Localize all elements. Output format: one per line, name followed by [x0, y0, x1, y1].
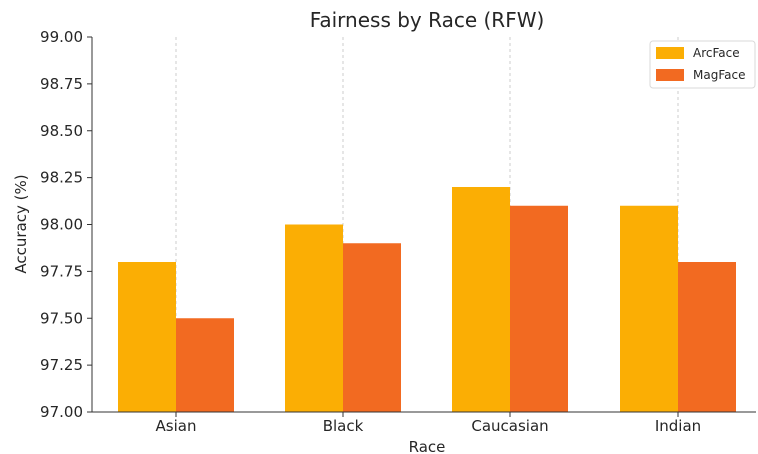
legend-label-magface: MagFace [693, 68, 745, 82]
x-tick-label: Asian [156, 417, 197, 435]
legend-label-arcface: ArcFace [693, 46, 740, 60]
y-tick-label: 98.25 [40, 169, 83, 187]
y-tick-label: 98.50 [40, 122, 83, 140]
x-tick-label: Caucasian [471, 417, 548, 435]
x-axis-label: Race [409, 438, 446, 454]
y-tick-label: 97.75 [40, 262, 83, 280]
legend-swatch-arcface [656, 47, 684, 59]
legend-swatch-magface [656, 69, 684, 81]
bar-arcface-black [285, 224, 343, 412]
legend: ArcFace MagFace [649, 40, 756, 89]
grid-lines [175, 37, 679, 412]
x-tick-label: Indian [655, 417, 701, 435]
x-ticks: Asian Black Caucasian Indian [156, 412, 701, 435]
y-tick-label: 97.25 [40, 356, 83, 374]
bar-arcface-caucasian [452, 187, 510, 412]
x-tick-label: Black [323, 417, 364, 435]
bar-magface-caucasian [510, 205, 568, 412]
bar-arcface-asian [118, 262, 176, 412]
y-tick-label: 97.00 [40, 403, 83, 421]
y-tick-label: 99.00 [40, 28, 83, 46]
bar-magface-asian [176, 318, 234, 412]
bar-magface-black [343, 243, 401, 412]
bar-magface-indian [678, 262, 736, 412]
y-tick-label: 98.75 [40, 75, 83, 93]
y-tick-label: 98.00 [40, 216, 83, 234]
chart-title: Fairness by Race (RFW) [310, 8, 545, 32]
y-tick-label: 97.50 [40, 309, 83, 327]
y-ticks: 97.00 97.25 97.50 97.75 98.00 98.25 98.50 98.75… [40, 28, 92, 421]
bars [118, 187, 736, 412]
bar-arcface-indian [620, 205, 678, 412]
y-axis-label: Accuracy (%) [12, 174, 30, 273]
